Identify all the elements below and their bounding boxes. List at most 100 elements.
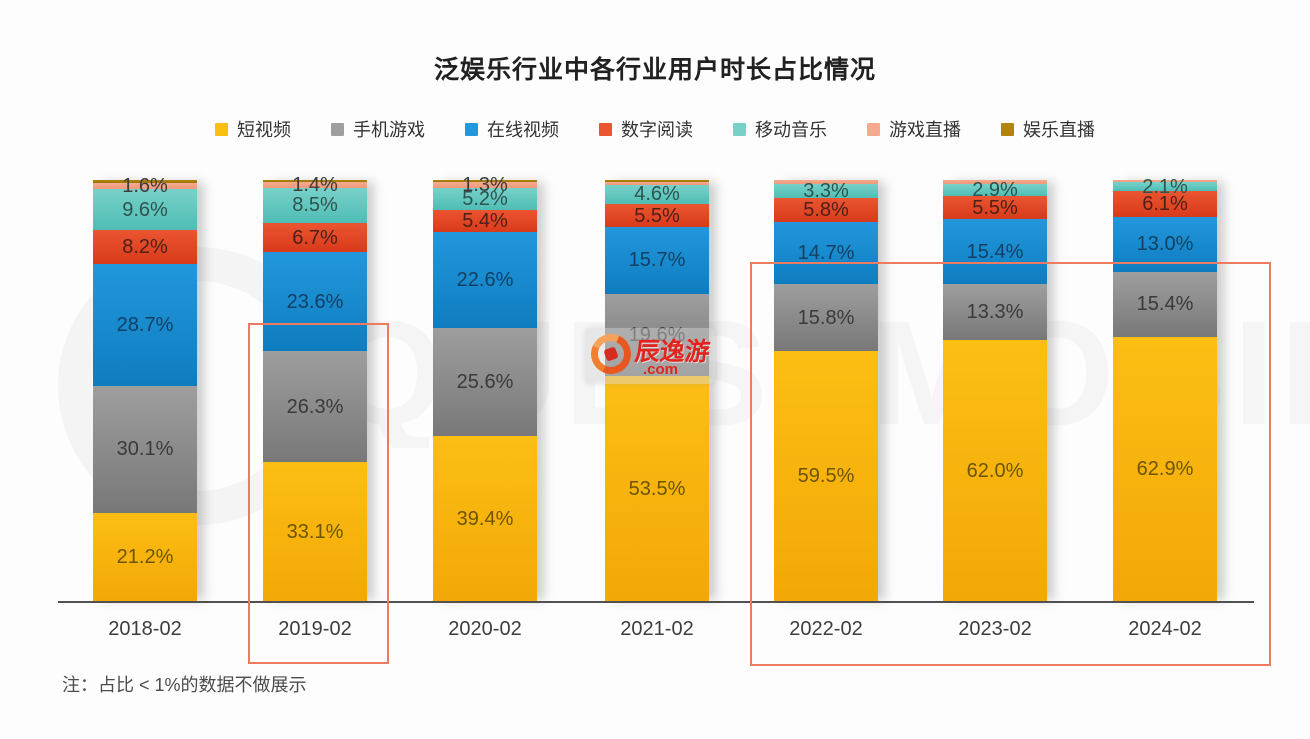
segment-在线视频-2019-02: 23.6% [263, 251, 367, 352]
x-axis-label-2024-02: 2024-02 [1128, 618, 1202, 640]
segment-娱乐直播-2020-02 [433, 180, 537, 183]
legend-label: 数字阅读 [621, 120, 693, 140]
segment-value-label: 62.9% [1136, 458, 1194, 481]
segment-value-label: 22.6% [456, 269, 514, 291]
bar-2020-02: 39.4% 25.6% 22.6% 5.4% 5.2% 1.3% [433, 175, 537, 602]
bar-2021-02: 53.5% 19.6% 15.7% 5.5% 4.6% [605, 179, 709, 602]
segment-value-label: 19.6% [628, 323, 686, 346]
segment-移动音乐-2019-02: 8.5% [263, 187, 367, 224]
segment-在线视频-2023-02: 15.4% [943, 219, 1047, 285]
x-axis-label-2022-02: 2022-02 [789, 618, 863, 640]
segment-value-label: 2.1% [1142, 175, 1188, 198]
segment-value-label: 13.3% [966, 301, 1024, 324]
segment-短视频-2021-02: 53.5% [605, 376, 709, 602]
segment-value-label: 1.4% [292, 173, 338, 196]
segment-短视频-2018-02: 21.2% [93, 512, 197, 602]
bar-2023-02: 62.0% 13.3% 15.4% 5.5% 2.9% [943, 180, 1047, 602]
segment-移动音乐-2020-02: 5.2% [433, 187, 537, 210]
legend-label: 手机游戏 [353, 120, 425, 140]
segment-移动音乐-2024-02: 2.1% [1113, 177, 1217, 197]
segment-value-label: 25.6% [456, 370, 514, 393]
segment-游戏直播-2023-02 [943, 180, 1047, 184]
segment-短视频-2023-02: 62.0% [943, 340, 1047, 602]
bar-2019-02: 33.1% 26.3% 23.6% 6.7% 8.5% 1.4% [263, 175, 367, 602]
segment-value-label: 13.0% [1136, 233, 1194, 256]
segment-数字阅读-2024-02: 6.1% [1113, 191, 1217, 217]
segment-移动音乐-2021-02: 4.6% [605, 183, 709, 206]
x-axis-label-2019-02: 2019-02 [278, 618, 352, 640]
bar-2022-02: 59.5% 15.8% 14.7% 5.8% 3.3% [774, 180, 878, 602]
segment-value-label: 5.8% [803, 198, 849, 221]
segment-value-label: 28.7% [116, 313, 174, 336]
segment-value-label: 59.5% [797, 465, 855, 488]
legend-item-短视频: 短视频 [215, 116, 291, 142]
segment-游戏直播-2021-02 [605, 181, 709, 185]
segment-游戏直播-2020-02: 1.3% [433, 175, 537, 195]
segment-value-label: 6.1% [1142, 192, 1188, 215]
segment-短视频-2024-02: 62.9% [1113, 336, 1217, 602]
segment-数字阅读-2018-02: 8.2% [93, 229, 197, 265]
legend-item-移动音乐: 移动音乐 [733, 116, 827, 142]
segment-value-label: 15.7% [628, 249, 686, 272]
chart-title: 泛娱乐行业中各行业用户时长占比情况 [433, 56, 876, 84]
segment-value-label: 26.3% [286, 395, 344, 418]
legend-swatch-icon [867, 122, 880, 136]
legend-swatch-icon [331, 122, 344, 136]
bar-2024-02: 62.9% 15.4% 13.0% 6.1% 2.1% [1113, 177, 1217, 602]
x-axis-label-2023-02: 2023-02 [958, 618, 1032, 640]
segment-游戏直播-2018-02: 1.6% [93, 176, 197, 196]
segment-value-label: 8.5% [292, 194, 338, 217]
legend-item-游戏直播: 游戏直播 [867, 116, 961, 142]
footnote: 注：占比 < 1%的数据不做展示 [62, 675, 307, 695]
segment-娱乐直播-2018-02 [93, 180, 197, 183]
segment-value-label: 2.9% [972, 179, 1018, 202]
segment-value-label: 62.0% [966, 460, 1024, 483]
segment-value-label: 15.8% [797, 306, 855, 329]
bar-2018-02: 21.2% 30.1% 28.7% 8.2% 9.6% 1.6% [93, 176, 197, 602]
segment-value-label: 1.6% [122, 174, 168, 197]
segment-短视频-2019-02: 33.1% [263, 462, 367, 602]
segment-value-label: 21.2% [116, 546, 174, 569]
legend-swatch-icon [733, 122, 746, 136]
highlight-2019 [248, 323, 389, 664]
segment-value-label: 9.6% [122, 198, 168, 221]
legend: 短视频 手机游戏 在线视频 数字阅读 移动音乐 游戏直播 娱乐直播 [0, 116, 1310, 142]
segment-value-label: 23.6% [286, 290, 344, 313]
x-axis-label-2021-02: 2021-02 [620, 618, 694, 640]
legend-swatch-icon [599, 122, 612, 136]
legend-item-娱乐直播: 娱乐直播 [1001, 116, 1095, 142]
segment-数字阅读-2020-02: 5.4% [433, 209, 537, 233]
segment-游戏直播-2019-02: 1.4% [263, 175, 367, 195]
x-axis-label-2020-02: 2020-02 [448, 618, 522, 640]
segment-短视频-2022-02: 59.5% [774, 350, 878, 602]
gamepad-icon [585, 328, 637, 380]
segment-value-label: 5.5% [972, 196, 1018, 219]
segment-在线视频-2022-02: 14.7% [774, 222, 878, 285]
highlight-2022-2024 [750, 262, 1271, 666]
segment-value-label: 5.2% [462, 187, 508, 210]
legend-label: 短视频 [237, 120, 291, 140]
segment-value-label: 15.4% [966, 240, 1024, 263]
segment-value-label: 4.6% [634, 183, 680, 206]
segment-娱乐直播-2019-02 [263, 179, 367, 182]
segment-移动音乐-2023-02: 2.9% [943, 180, 1047, 200]
segment-短视频-2020-02: 39.4% [433, 435, 537, 602]
segment-value-label: 53.5% [628, 478, 686, 501]
legend-item-在线视频: 在线视频 [465, 116, 559, 142]
legend-label: 游戏直播 [889, 120, 961, 140]
segment-在线视频-2021-02: 15.7% [605, 227, 709, 294]
legend-swatch-icon [465, 122, 478, 136]
segment-移动音乐-2018-02: 9.6% [93, 189, 197, 230]
segment-value-label: 6.7% [292, 226, 338, 249]
segment-value-label: 30.1% [116, 438, 174, 460]
legend-label: 移动音乐 [755, 120, 827, 140]
segment-value-label: 3.3% [803, 179, 849, 202]
segment-数字阅读-2021-02: 5.5% [605, 204, 709, 228]
segment-value-label: 14.7% [797, 242, 855, 265]
segment-手机游戏-2023-02: 13.3% [943, 284, 1047, 341]
segment-value-label: 1.3% [462, 173, 508, 196]
legend-item-数字阅读: 数字阅读 [599, 116, 693, 142]
segment-数字阅读-2022-02: 5.8% [774, 197, 878, 223]
segment-value-label: 5.4% [462, 209, 508, 232]
